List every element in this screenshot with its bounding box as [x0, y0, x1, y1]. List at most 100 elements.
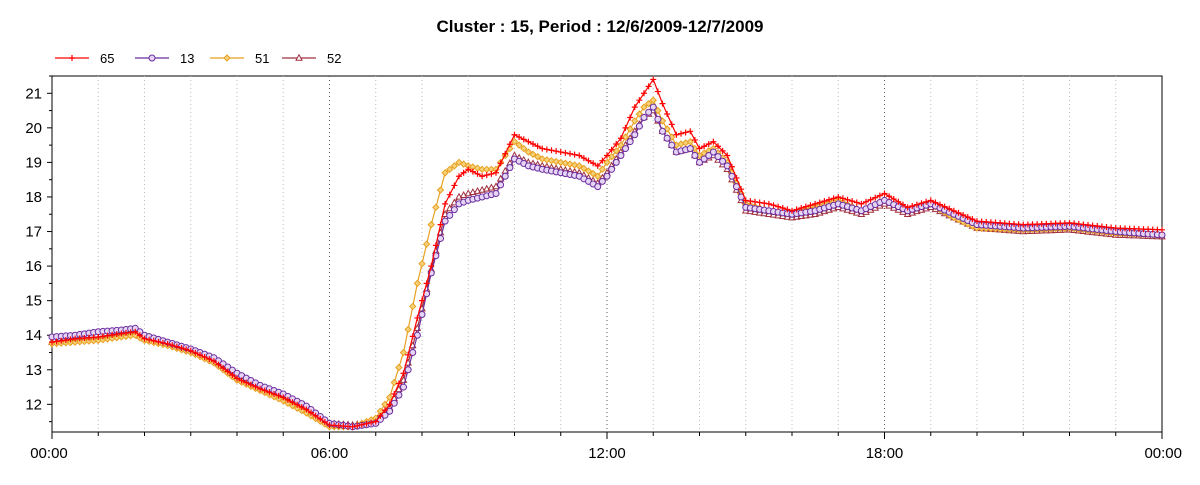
- data-point: [649, 103, 657, 111]
- data-point: [548, 147, 555, 154]
- data-point: [524, 148, 533, 156]
- data-point: [701, 143, 708, 150]
- legend-label: 13: [180, 51, 194, 66]
- data-point: [723, 162, 731, 170]
- data-point: [99, 333, 106, 340]
- data-point: [224, 368, 231, 375]
- data-point: [640, 103, 648, 111]
- data-point: [664, 111, 671, 118]
- data-point: [604, 152, 610, 159]
- data-point: [446, 211, 454, 219]
- x-tick-label: 06:00: [311, 445, 349, 462]
- data-point: [691, 136, 698, 143]
- data-point: [631, 131, 639, 139]
- data-point: [552, 157, 560, 166]
- data-point: [450, 162, 459, 170]
- data-point: [238, 377, 245, 384]
- data-point: [95, 333, 102, 340]
- data-point: [649, 96, 657, 104]
- data-point: [645, 108, 653, 116]
- data-point: [622, 145, 629, 153]
- data-point: [529, 150, 537, 159]
- y-tick-label: 13: [25, 362, 42, 379]
- data-point: [497, 160, 504, 167]
- data-point: [437, 221, 444, 228]
- data-point: [590, 160, 597, 167]
- data-point: [700, 155, 708, 163]
- data-point: [644, 99, 653, 108]
- chart-title: Cluster : 15, Period : 12/6/2009-12/7/20…: [437, 17, 764, 36]
- data-point: [678, 130, 684, 137]
- data-point: [932, 199, 939, 206]
- data-point: [160, 339, 166, 346]
- data-point: [696, 145, 703, 152]
- data-point: [409, 333, 416, 340]
- data-point: [385, 393, 394, 402]
- data-point: [890, 196, 897, 203]
- data-point: [197, 351, 203, 358]
- data-point: [220, 365, 227, 372]
- data-point: [539, 145, 546, 152]
- x-tick-label: 12:00: [588, 445, 626, 462]
- data-point: [584, 167, 593, 175]
- data-point: [192, 349, 199, 356]
- grid: [97, 76, 1117, 432]
- data-point: [705, 151, 713, 159]
- x-tick-label: 18:00: [866, 445, 904, 462]
- data-point: [164, 340, 171, 347]
- data-point: [876, 192, 883, 199]
- series-line: [51, 99, 1163, 428]
- plot-frame: [51, 75, 1163, 433]
- data-point: [275, 392, 282, 399]
- data-point: [492, 190, 500, 198]
- y-tick-label: 18: [25, 189, 42, 206]
- data-point: [585, 157, 592, 164]
- data-point: [49, 339, 55, 346]
- data-point: [382, 407, 388, 414]
- data-point: [849, 198, 856, 205]
- data-point: [557, 158, 565, 167]
- data-point: [886, 193, 893, 200]
- data-point: [483, 172, 490, 179]
- data-point: [747, 198, 754, 205]
- data-point: [456, 173, 462, 180]
- data-point: [446, 191, 453, 198]
- y-tick-label: 20: [25, 120, 42, 137]
- data-point: [422, 240, 431, 248]
- data-point: [534, 143, 541, 150]
- data-point: [668, 141, 676, 149]
- data-point: [839, 195, 846, 202]
- data-point: [937, 201, 943, 208]
- data-point: [603, 172, 611, 180]
- x-axis: 00:00 06:00 12:00 18:00 00:00: [30, 432, 1182, 462]
- data-point: [391, 390, 398, 397]
- data-point: [789, 207, 795, 214]
- data-point: [525, 138, 532, 145]
- data-point: [284, 396, 291, 403]
- data-point: [900, 201, 906, 208]
- data-point: [580, 164, 588, 173]
- data-point: [266, 389, 273, 396]
- data-point: [918, 200, 925, 207]
- data-point: [835, 193, 842, 200]
- data-point: [1158, 231, 1166, 239]
- data-point: [136, 332, 143, 339]
- data-point: [442, 200, 449, 207]
- data-point: [807, 202, 814, 209]
- data-point: [58, 337, 65, 344]
- data-point: [946, 205, 953, 212]
- data-point: [428, 263, 435, 270]
- data-point: [640, 113, 648, 121]
- data-point: [506, 141, 513, 148]
- data-point: [663, 134, 671, 142]
- data-point: [594, 162, 601, 169]
- data-point: [784, 206, 791, 213]
- data-point: [414, 314, 421, 321]
- data-point: [409, 349, 417, 357]
- series-line: [51, 78, 1163, 428]
- data-point: [960, 211, 967, 218]
- data-point: [779, 205, 786, 212]
- data-point: [413, 279, 422, 288]
